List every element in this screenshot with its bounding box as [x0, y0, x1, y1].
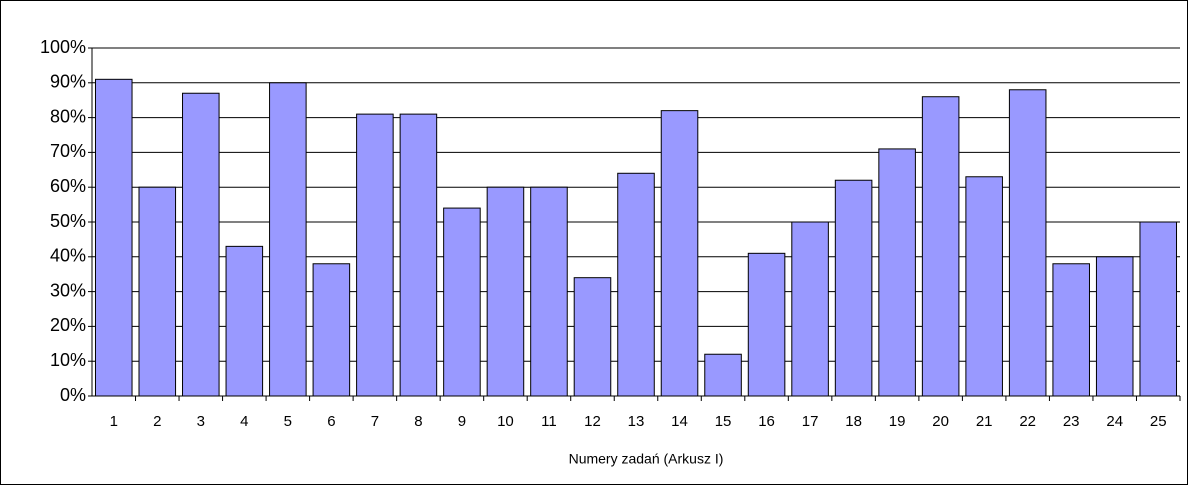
- bar: [965, 176, 1003, 397]
- x-tick-label: 20: [932, 413, 949, 430]
- bar: [573, 277, 612, 397]
- x-tick-label: 16: [758, 413, 775, 430]
- y-tick-label: 100%: [40, 37, 86, 57]
- x-tick-label: 3: [197, 413, 205, 430]
- y-tick-label: 10%: [50, 350, 86, 370]
- x-tick-label: 22: [1019, 413, 1036, 430]
- y-tick-label: 70%: [50, 141, 86, 161]
- y-tick-label: 60%: [50, 176, 86, 196]
- y-tick-label: 40%: [50, 246, 86, 266]
- y-tick-label: 20%: [50, 315, 86, 335]
- bar: [1139, 221, 1178, 397]
- bar: [486, 186, 525, 397]
- x-tick-label: 8: [414, 413, 422, 430]
- bar: [1008, 89, 1047, 397]
- bar: [747, 252, 786, 397]
- x-axis-label: Numery zadań (Arkusz I): [569, 451, 724, 467]
- x-tick-label: 25: [1150, 413, 1167, 430]
- bar: [94, 78, 133, 397]
- bar: [921, 96, 960, 397]
- bar: [704, 353, 742, 397]
- x-tick-label: 24: [1106, 413, 1123, 430]
- bar: [1052, 263, 1090, 397]
- bar: [660, 110, 699, 397]
- x-tick-label: 23: [1063, 413, 1080, 430]
- y-tick-label: 50%: [50, 211, 86, 231]
- bar: [312, 263, 351, 397]
- bar: [530, 186, 568, 397]
- bar: [356, 113, 394, 397]
- bar: [138, 186, 177, 397]
- bar: [399, 113, 438, 397]
- x-tick-label: 6: [327, 413, 335, 430]
- bar: [182, 92, 220, 397]
- x-tick-label: 4: [240, 413, 248, 430]
- x-tick-label: 18: [845, 413, 862, 430]
- x-tick-label: 10: [497, 413, 514, 430]
- x-tick-label: 12: [584, 413, 601, 430]
- y-tick-label: 90%: [50, 72, 86, 92]
- x-tick-label: 5: [284, 413, 292, 430]
- bar: [834, 179, 873, 397]
- bar: [791, 221, 829, 397]
- x-tick-label: 1: [110, 413, 118, 430]
- bar: [617, 172, 655, 397]
- bar: [225, 245, 264, 397]
- x-tick-label: 2: [153, 413, 161, 430]
- x-tick-label: 9: [458, 413, 466, 430]
- bar: [878, 148, 916, 397]
- x-tick-label: 21: [976, 413, 993, 430]
- y-tick-label: 80%: [50, 106, 86, 126]
- x-tick-label: 13: [628, 413, 645, 430]
- x-tick-label: 14: [671, 413, 688, 430]
- y-tick-label: 0%: [60, 385, 86, 405]
- x-tick-label: 7: [371, 413, 379, 430]
- x-tick-label: 19: [889, 413, 906, 430]
- bar: [1095, 256, 1134, 397]
- x-tick-label: 11: [541, 413, 557, 430]
- x-tick-label: 17: [802, 413, 819, 430]
- bar: [443, 207, 481, 397]
- y-tick-label: 30%: [50, 280, 86, 300]
- bar: [269, 82, 307, 397]
- x-tick-label: 15: [715, 413, 732, 430]
